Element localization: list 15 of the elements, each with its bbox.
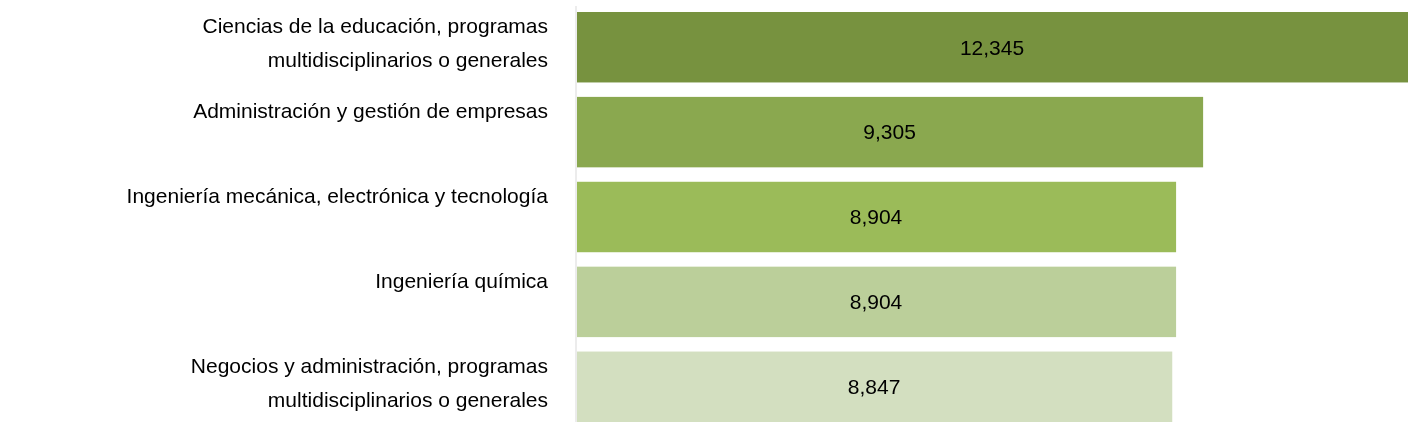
bar [577,181,1177,253]
data-label: 8,904 [849,290,903,314]
bar [577,266,1177,338]
data-label: 8,904 [849,205,903,229]
bar [577,96,1204,168]
y-tick-label: Ciencias de la educación, programas multidisciplinarios o generales [202,14,548,71]
y-tick-label: Ingeniería química [375,268,549,292]
data-label: 8,847 [847,375,901,399]
data-label: 12,345 [959,35,1025,59]
bar [577,351,1173,422]
data-label: 9,305 [863,120,916,144]
bar [577,12,1408,83]
y-tick-label: Ingeniería mecánica, electrónica y tecnología [126,183,549,207]
y-tick-label: Negocios y administración, programas multidisciplinarios o generales [190,353,548,411]
y-tick-label: Administración y gestión de empresas [193,98,548,122]
